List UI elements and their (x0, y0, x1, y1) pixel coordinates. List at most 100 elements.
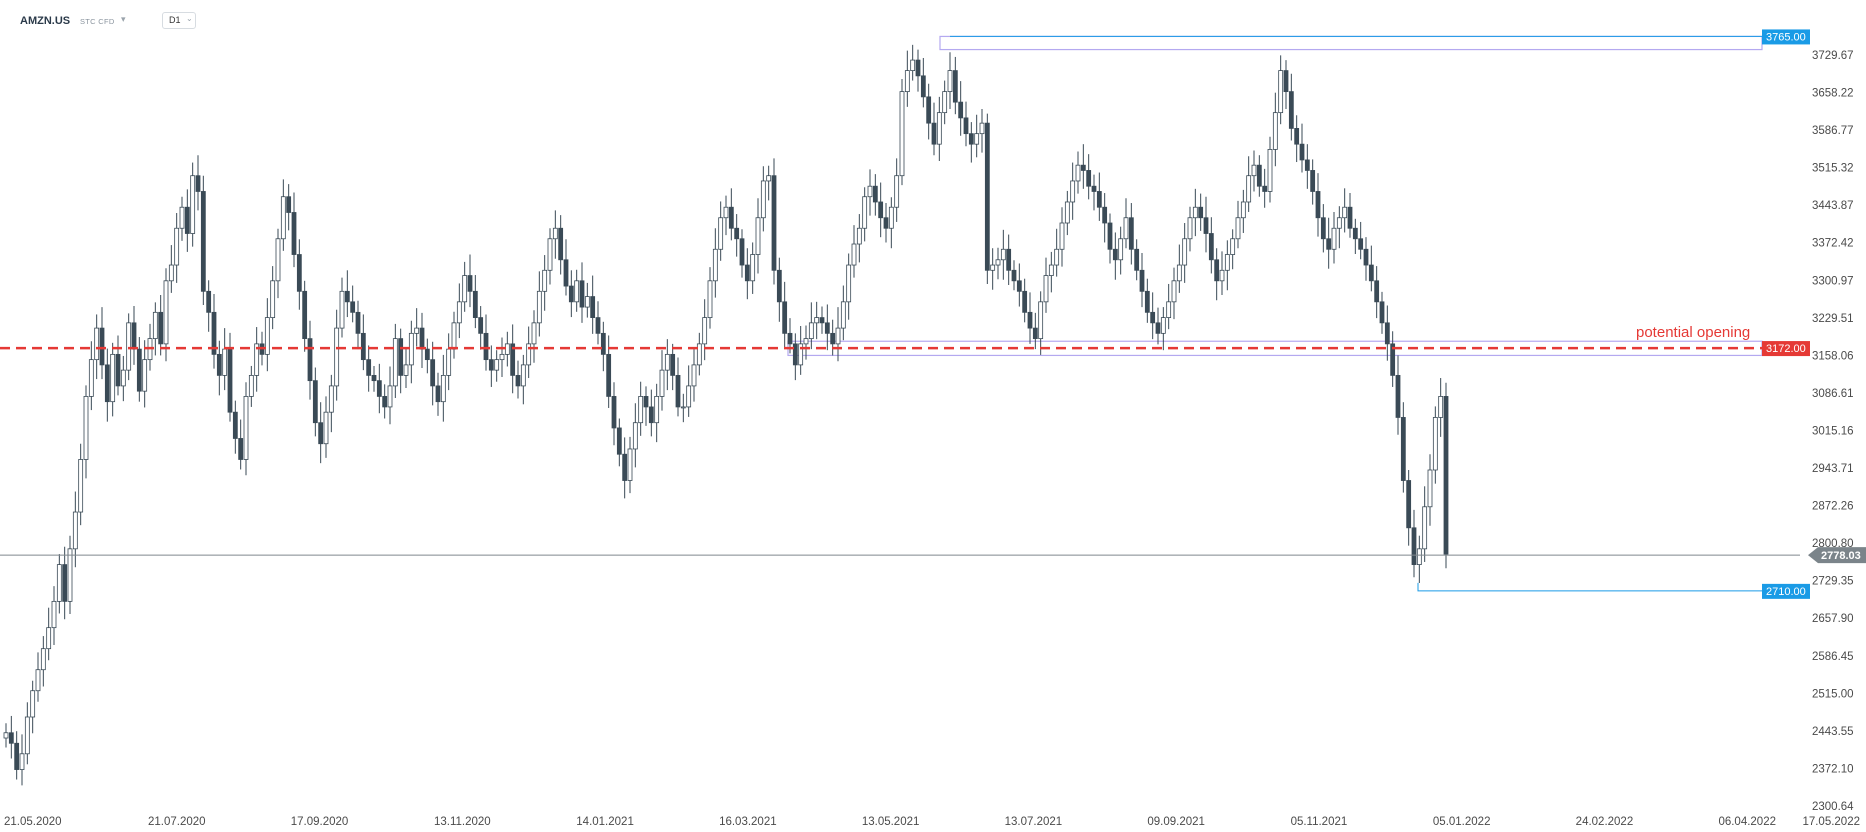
candle-body (1230, 238, 1236, 255)
candle-body (286, 196, 292, 213)
candle-body (270, 280, 276, 318)
candle-body (323, 411, 329, 445)
candle-body (211, 311, 217, 355)
candle-body (1427, 469, 1433, 508)
candle-body (168, 264, 174, 282)
candle-body (616, 427, 622, 455)
candle-body (974, 133, 980, 145)
x-tick-label: 05.01.2022 (1433, 816, 1491, 828)
candle-body (99, 327, 105, 366)
candle-body (243, 396, 249, 460)
candle-body (1384, 322, 1390, 345)
candle-body (179, 206, 185, 229)
candle-body (1198, 206, 1204, 219)
candle-body (1011, 269, 1017, 282)
candle-body (62, 564, 68, 602)
candle-body (632, 422, 638, 450)
levels-layer: 2778.03 3765.00 3172.00 2710.00 (0, 29, 1866, 599)
y-tick-label: 2800.80 (1812, 538, 1854, 550)
candle-body (371, 375, 377, 382)
candle-body (536, 290, 542, 324)
candle-body (339, 290, 345, 329)
symbol-name[interactable]: AMZN.US (20, 15, 71, 27)
candle-body (1310, 170, 1316, 192)
zones-layer (787, 35, 1763, 357)
candle-body (456, 301, 462, 324)
symbol-dropdown-icon[interactable]: ▾ (121, 14, 126, 24)
candle-body (1288, 91, 1294, 129)
candle-body (1416, 548, 1422, 565)
candle-body (419, 327, 425, 350)
x-tick-label: 17.05.2022 (1802, 816, 1860, 828)
candle-body (1139, 269, 1145, 292)
y-axis: 3729.67 3658.22 3586.77 3515.32 3443.87 3372.… (1812, 50, 1854, 813)
candle-body (1016, 280, 1022, 292)
y-tick-label: 3729.67 (1812, 50, 1854, 62)
candle-body (963, 117, 969, 135)
candle-body (24, 716, 30, 755)
candle-body (1075, 164, 1081, 182)
x-tick-label: 09.09.2021 (1147, 816, 1205, 828)
candle-body (899, 91, 905, 177)
candle-body (8, 732, 14, 744)
candle-body (478, 317, 484, 334)
candle-body (1032, 327, 1038, 340)
y-tick-label: 3443.87 (1812, 200, 1854, 212)
candle-body (494, 359, 500, 371)
candle-body (979, 122, 985, 135)
candle-body (622, 453, 628, 481)
candle-body (1262, 185, 1268, 192)
candle-body (1054, 248, 1060, 266)
candle-body (1176, 264, 1182, 282)
x-tick-label: 21.05.2020 (4, 816, 62, 828)
candle-body (248, 375, 254, 397)
y-tick-label: 2872.26 (1812, 501, 1854, 513)
candle-body (392, 338, 398, 387)
y-tick-label: 2943.71 (1812, 463, 1854, 475)
candle-body (771, 175, 777, 271)
candle-body (563, 259, 569, 287)
timeframe-select[interactable]: D1 ⌄ (162, 12, 196, 29)
candle-body (926, 96, 932, 124)
candle-body (291, 212, 297, 255)
candle-body (542, 269, 548, 292)
candle-body (78, 459, 84, 513)
candle-body (744, 264, 750, 282)
x-tick-label: 13.11.2020 (434, 816, 491, 828)
candle-body (894, 175, 900, 208)
candle-body (1107, 222, 1113, 250)
x-tick-label: 05.11.2021 (1291, 816, 1348, 828)
candle-body (483, 332, 489, 361)
candle-body (990, 264, 996, 271)
candle-body (606, 353, 612, 397)
candle-body (1438, 396, 1444, 418)
candle-body (1224, 254, 1230, 271)
candle-body (1070, 180, 1076, 203)
candle-body (1160, 317, 1166, 334)
candle-body (968, 133, 974, 145)
candle-body (136, 348, 142, 392)
y-tick-label: 2586.45 (1812, 651, 1854, 663)
candle-body (1400, 417, 1406, 481)
candle-body (1363, 248, 1369, 266)
candle-body (1219, 269, 1225, 282)
candle-body (1038, 301, 1044, 340)
candle-body (302, 290, 308, 340)
candle-body (1086, 170, 1092, 187)
candle-body (1203, 217, 1209, 234)
candle-body (856, 227, 862, 245)
candle-body (1214, 259, 1220, 282)
candle-body (510, 343, 516, 376)
potential-opening-annotation: potential opening (1636, 324, 1750, 341)
candle-body (952, 70, 958, 103)
candle-body (1096, 191, 1102, 208)
candle-body (280, 196, 286, 240)
candle-body (344, 290, 350, 303)
y-tick-label: 3229.51 (1812, 313, 1854, 325)
y-tick-label: 3658.22 (1812, 88, 1854, 100)
candle-body (1336, 217, 1342, 229)
candle-body (174, 227, 180, 266)
candle-body (1406, 480, 1412, 529)
candle-body (547, 238, 553, 271)
